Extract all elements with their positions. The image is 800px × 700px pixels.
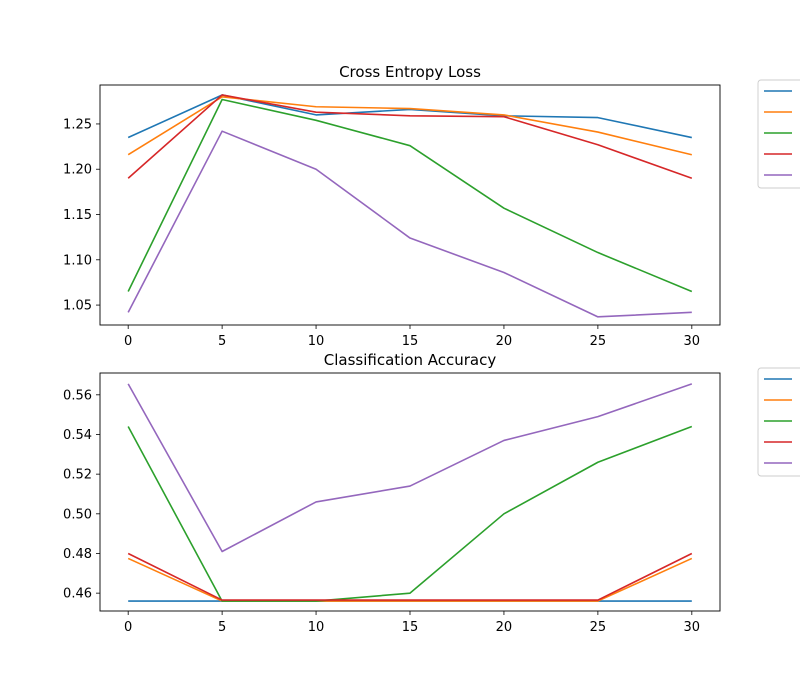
plot-frame	[99, 84, 721, 326]
y-tick-label: 0.46	[63, 587, 92, 602]
y-tick-label: 1.20	[63, 163, 92, 178]
x-tick-label: 20	[496, 620, 513, 635]
x-tick-label: 20	[496, 334, 513, 349]
y-tick-label: 0.50	[63, 507, 92, 522]
x-tick-label: 0	[124, 334, 132, 349]
series-line-4	[127, 94, 693, 180]
x-tick-label: 30	[684, 620, 701, 635]
y-tick-label: 1.05	[63, 299, 92, 314]
chart-panel-2: Classification Accuracy 0 5 10 15 20 25 30 0.46 0…	[63, 351, 800, 635]
series-line-4	[127, 552, 693, 601]
y-tick-label: 0.56	[63, 388, 92, 403]
x-tick-label: 15	[402, 620, 419, 635]
legend	[757, 367, 800, 477]
legend-box	[757, 79, 800, 189]
x-tick-label: 25	[590, 620, 607, 635]
x-tick-label: 30	[684, 334, 701, 349]
series-line-5	[127, 130, 692, 318]
x-tick-label: 0	[124, 620, 132, 635]
chart-title: Cross Entropy Loss	[339, 63, 481, 81]
x-tick-label: 10	[308, 334, 325, 349]
series-line-3	[127, 425, 693, 602]
series-line-5	[127, 383, 693, 553]
x-tick-label: 15	[402, 334, 419, 349]
x-tick-label: 10	[308, 620, 325, 635]
y-tick-label: 0.52	[63, 468, 92, 483]
chart-title: Classification Accuracy	[324, 351, 497, 369]
plot-frame	[99, 372, 721, 612]
x-tick-label: 25	[590, 334, 607, 349]
y-tick-label: 1.10	[63, 253, 92, 268]
y-tick-label: 1.25	[63, 117, 92, 132]
y-tick-label: 0.54	[63, 428, 92, 443]
series-line-3	[127, 98, 693, 293]
y-tick-label: 0.48	[63, 547, 92, 562]
chart-panel-1: Cross Entropy Loss 0 5 10 15 20 25 30 1.05 1.10 1.…	[63, 63, 800, 349]
series-line-2	[127, 95, 693, 156]
x-tick-label: 5	[218, 620, 226, 635]
legend	[757, 79, 800, 189]
y-tick-label: 1.15	[63, 208, 92, 223]
legend-box	[757, 367, 800, 477]
x-tick-label: 5	[218, 334, 226, 349]
